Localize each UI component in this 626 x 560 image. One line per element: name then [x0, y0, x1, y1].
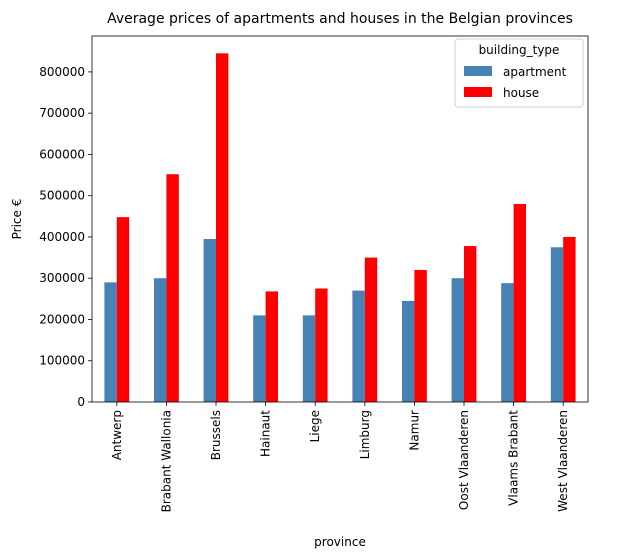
x-tick-label: Liege — [308, 410, 322, 442]
y-tick-label: 700000 — [39, 106, 85, 120]
x-axis: Antwerp Brabant Wallonia Brussels Hainaut Li… — [110, 402, 570, 512]
legend-title: building_type — [479, 43, 560, 57]
x-tick-label: Hainaut — [259, 410, 273, 457]
legend: building_type apartment house — [454, 38, 584, 108]
bar-house-limburg — [364, 257, 378, 402]
axes-frame — [91, 35, 589, 403]
bar-house-hainaut — [265, 291, 278, 402]
bar-apartment-namur — [402, 300, 415, 402]
legend-swatch-house — [464, 87, 492, 97]
bar-house-liege — [315, 288, 328, 402]
legend-label-house: house — [503, 86, 539, 100]
bar-apartment-brussels — [203, 239, 216, 402]
y-axis: 0 100000 200000 300000 400000 500000 600000 700… — [39, 65, 92, 409]
bar-apartment-hainaut — [253, 315, 266, 402]
y-tick-label: 600000 — [39, 147, 85, 161]
bar-apartment-vlaams-brabant — [501, 283, 514, 402]
bar-apartment-liege — [302, 315, 316, 402]
legend-label-apartment: apartment — [503, 65, 567, 79]
x-tick-label: Antwerp — [110, 410, 124, 460]
bar-house-oost-vlaanderen — [464, 246, 477, 402]
chart-title: Average prices of apartments and houses … — [107, 11, 573, 27]
x-tick-label: West Vlaanderen — [556, 410, 570, 512]
bar-house-antwerp — [116, 217, 130, 402]
x-axis-label: province — [314, 535, 366, 549]
bar-house-brussels — [216, 53, 229, 403]
y-tick-label: 800000 — [39, 65, 85, 79]
y-tick-label: 0 — [77, 395, 85, 409]
y-tick-label: 500000 — [39, 189, 85, 203]
bar-apartment-limburg — [352, 290, 365, 402]
bar-apartment-brabant-wallonia — [154, 278, 167, 402]
x-tick-label: Brussels — [209, 410, 223, 460]
x-tick-label: Brabant Wallonia — [159, 410, 173, 512]
bar-house-namur — [414, 269, 427, 402]
y-tick-label: 200000 — [39, 312, 85, 326]
y-tick-label: 300000 — [39, 271, 85, 285]
y-axis-label: Price € — [10, 199, 24, 240]
legend-swatch-apartment — [464, 66, 492, 76]
bar-house-vlaams-brabant — [513, 203, 526, 402]
x-tick-label: Vlaams Brabant — [507, 410, 521, 506]
bar-house-brabant-wallonia — [166, 174, 179, 402]
y-tick-label: 100000 — [39, 354, 85, 368]
y-tick-label: 400000 — [39, 230, 85, 244]
bar-apartment-antwerp — [104, 282, 117, 402]
x-tick-label: Namur — [407, 410, 421, 451]
bar-house-west-vlaanderen — [563, 236, 576, 402]
plot-area — [104, 53, 576, 403]
x-tick-label: Oost Vlaanderen — [457, 410, 471, 510]
bar-apartment-oost-vlaanderen — [451, 278, 464, 402]
bar-apartment-west-vlaanderen — [550, 247, 564, 402]
x-tick-label: Limburg — [358, 410, 372, 459]
